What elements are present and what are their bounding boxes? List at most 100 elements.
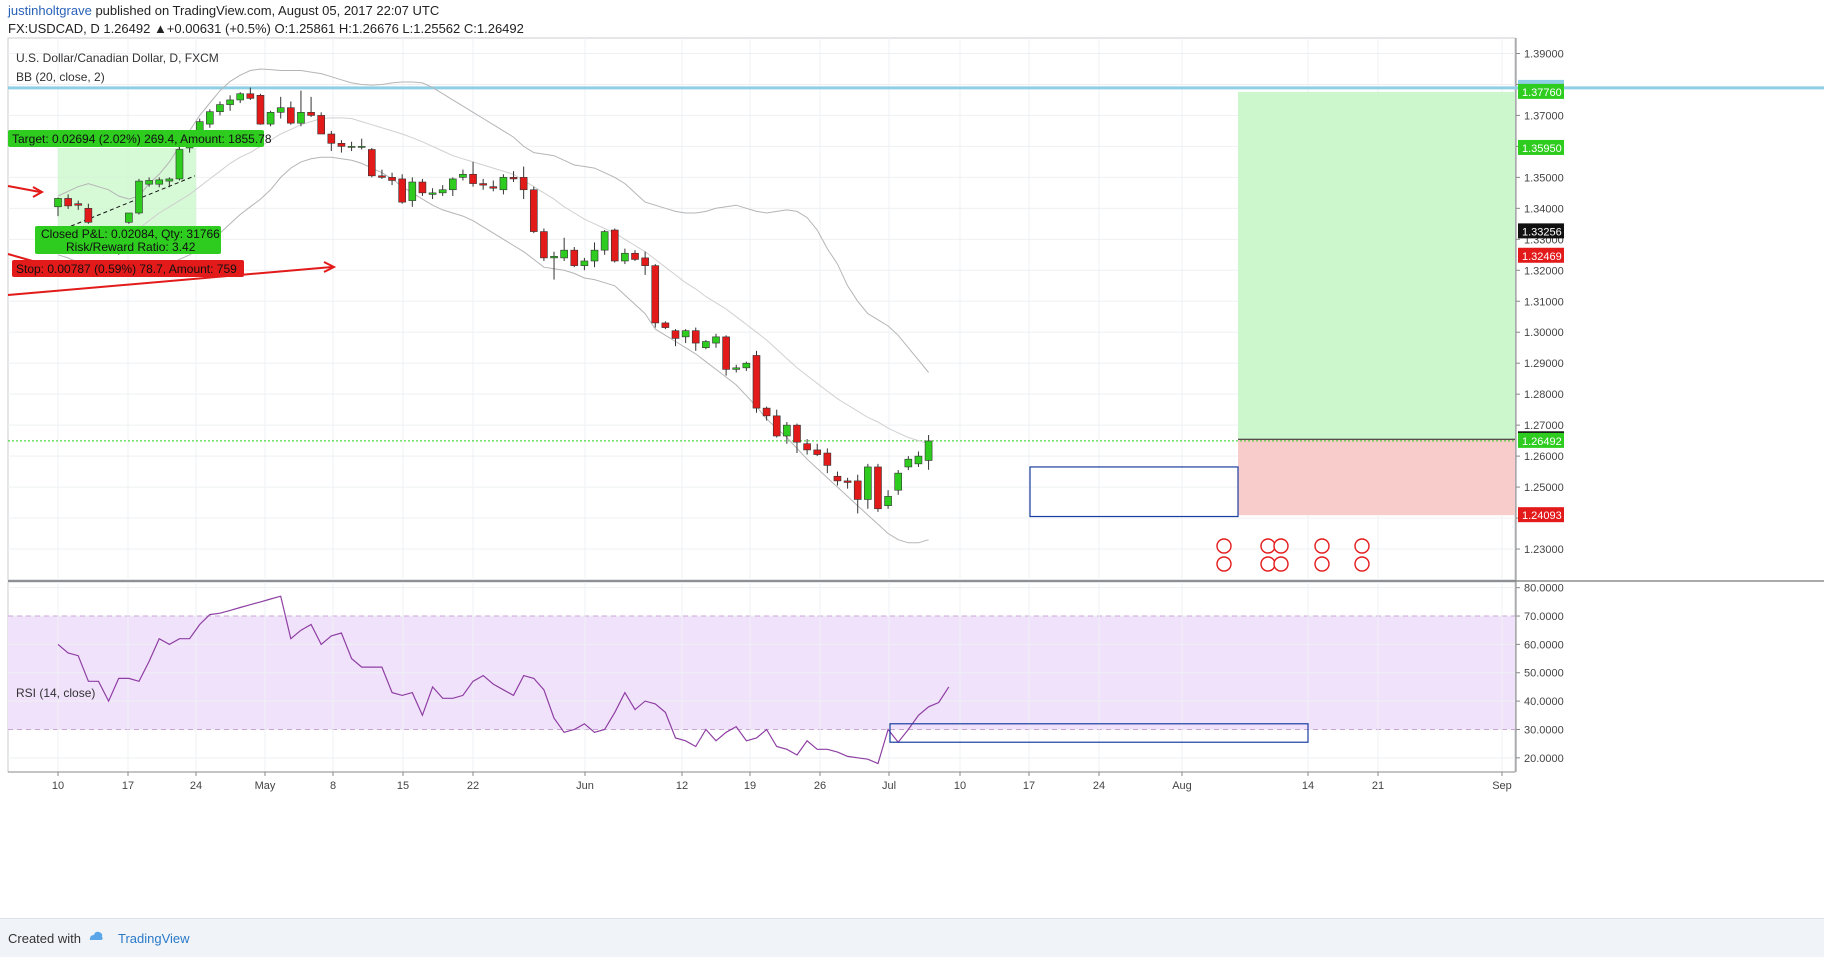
- canada-event-icon[interactable]: [1260, 538, 1276, 554]
- candle-body[interactable]: [904, 458, 913, 468]
- candle-body[interactable]: [489, 186, 498, 189]
- candle-body[interactable]: [914, 455, 923, 465]
- candle-body[interactable]: [155, 179, 164, 185]
- candle-body[interactable]: [357, 146, 366, 148]
- candle-body[interactable]: [327, 133, 336, 144]
- candle-body[interactable]: [509, 177, 518, 180]
- candle-body[interactable]: [135, 180, 143, 214]
- price-axis-badge[interactable]: [1518, 507, 1564, 523]
- candle-body[interactable]: [246, 93, 255, 99]
- candle-body[interactable]: [216, 104, 224, 113]
- candle-body[interactable]: [550, 256, 558, 259]
- candle-body[interactable]: [317, 115, 325, 135]
- candle-body[interactable]: [580, 260, 589, 266]
- candle-body[interactable]: [894, 472, 903, 491]
- candle-body[interactable]: [651, 265, 660, 324]
- canada-event-icon[interactable]: [1273, 538, 1289, 554]
- us-event-icon[interactable]: [1216, 556, 1232, 572]
- candle-body[interactable]: [702, 341, 710, 349]
- bollinger-legend[interactable]: BB (20, close, 2): [16, 70, 105, 84]
- candle-body[interactable]: [266, 112, 275, 125]
- candle-body[interactable]: [388, 177, 396, 181]
- us-event-icon[interactable]: [1314, 556, 1330, 572]
- stop-label-bg[interactable]: [12, 260, 244, 277]
- candle-body[interactable]: [570, 249, 579, 266]
- candle-body[interactable]: [438, 189, 447, 194]
- candle-body[interactable]: [621, 252, 629, 262]
- candle-body[interactable]: [833, 475, 842, 482]
- us-event-icon[interactable]: [1273, 556, 1289, 572]
- candle-body[interactable]: [479, 183, 487, 186]
- price-axis-badge[interactable]: [1518, 223, 1564, 239]
- candle-body[interactable]: [256, 94, 265, 125]
- candle-body[interactable]: [469, 173, 477, 184]
- candle-body[interactable]: [347, 146, 356, 148]
- candle-body[interactable]: [448, 178, 457, 191]
- candle-body[interactable]: [540, 231, 548, 259]
- candle-body[interactable]: [742, 362, 751, 369]
- candle-body[interactable]: [145, 180, 153, 185]
- us-event-icon[interactable]: [1354, 556, 1370, 572]
- candle-body[interactable]: [864, 466, 872, 500]
- candle-body[interactable]: [337, 143, 346, 147]
- target-label-bg[interactable]: [8, 130, 264, 147]
- candle-body[interactable]: [226, 99, 234, 105]
- candle-body[interactable]: [54, 198, 62, 208]
- candle-body[interactable]: [418, 181, 427, 194]
- candle-body[interactable]: [722, 336, 730, 370]
- candle-body[interactable]: [671, 330, 680, 339]
- profit-zone[interactable]: [1238, 91, 1515, 440]
- author-link[interactable]: justinholtgrave: [8, 3, 92, 18]
- candle-body[interactable]: [368, 149, 376, 177]
- candle-body[interactable]: [459, 173, 467, 178]
- candle-body[interactable]: [206, 111, 214, 125]
- candle-body[interactable]: [519, 177, 528, 191]
- tradingview-brand-link[interactable]: TradingView: [118, 931, 190, 946]
- candle-body[interactable]: [74, 203, 83, 206]
- candle-body[interactable]: [813, 449, 822, 455]
- candle-body[interactable]: [681, 330, 690, 338]
- candle-body[interactable]: [843, 480, 852, 483]
- candle-body[interactable]: [307, 112, 315, 116]
- candle-body[interactable]: [884, 496, 892, 506]
- us-event-icon[interactable]: [1260, 556, 1276, 572]
- tradingview-logo-icon[interactable]: [88, 929, 104, 943]
- candle-body[interactable]: [732, 367, 741, 370]
- loss-zone[interactable]: [1238, 439, 1515, 516]
- candle-body[interactable]: [276, 107, 285, 113]
- candle-body[interactable]: [408, 181, 417, 201]
- canada-event-icon[interactable]: [1354, 538, 1370, 554]
- chart-canvas[interactable]: 1.390001.380001.370001.360001.350001.340…: [0, 0, 1824, 918]
- candle-body[interactable]: [378, 175, 386, 178]
- candle-body[interactable]: [529, 189, 538, 232]
- candle-body[interactable]: [823, 452, 832, 466]
- candle-body[interactable]: [874, 466, 882, 510]
- candle-body[interactable]: [691, 330, 700, 344]
- main-series-legend[interactable]: U.S. Dollar/Canadian Dollar, D, FXCM: [16, 51, 219, 65]
- candle-body[interactable]: [712, 336, 720, 344]
- candle-body[interactable]: [924, 440, 933, 461]
- candle-body[interactable]: [752, 355, 761, 409]
- trendline-red[interactable]: [7, 266, 333, 296]
- candle-body[interactable]: [165, 178, 174, 182]
- canada-event-icon[interactable]: [1216, 538, 1232, 554]
- candle-body[interactable]: [772, 415, 781, 437]
- candle-body[interactable]: [853, 480, 862, 500]
- price-axis-badge[interactable]: [1518, 139, 1564, 155]
- candle-body[interactable]: [641, 257, 649, 266]
- candle-body[interactable]: [398, 178, 406, 203]
- consolidation-box[interactable]: [1029, 466, 1239, 518]
- candle-body[interactable]: [762, 407, 771, 417]
- candle-body[interactable]: [783, 424, 791, 437]
- candle-body[interactable]: [236, 93, 245, 101]
- price-axis-badge[interactable]: [1518, 83, 1564, 99]
- candle-body[interactable]: [600, 231, 609, 251]
- price-axis-badge[interactable]: [1518, 432, 1564, 448]
- arrow-left-upper[interactable]: [7, 185, 41, 193]
- candle-body[interactable]: [287, 107, 295, 124]
- rsi-oversold-box[interactable]: [889, 723, 1309, 743]
- candle-body[interactable]: [64, 198, 72, 207]
- candle-body[interactable]: [631, 252, 639, 260]
- candle-body[interactable]: [297, 112, 305, 124]
- closed-pnl-label-bg[interactable]: [35, 226, 221, 254]
